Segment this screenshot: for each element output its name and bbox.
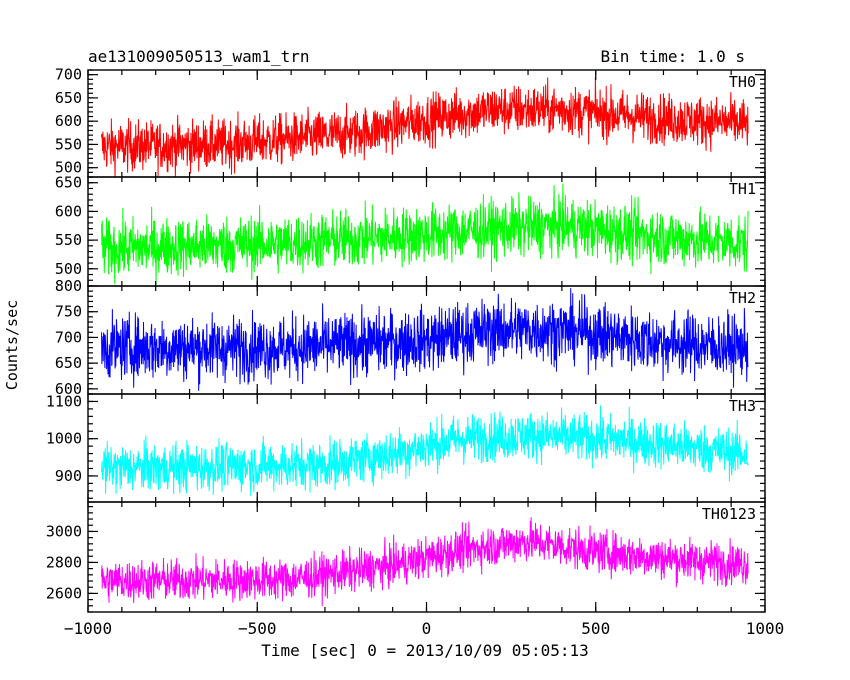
panel-label: TH0123 <box>702 505 756 523</box>
panel-th3: 900 1000 1100 TH3 <box>46 392 766 503</box>
panel-label: TH3 <box>729 397 756 415</box>
y-tick-label: 800 <box>55 277 82 295</box>
series-line-th1 <box>101 183 749 286</box>
y-tick-label: 650 <box>55 354 82 372</box>
x-tick-label: 1000 <box>746 619 785 638</box>
y-tick-label: 3000 <box>46 522 82 540</box>
panels: 500 550 600 650 700 TH0 500 550 600 650 TH1 600 650 7… <box>46 66 766 613</box>
y-tick-label: 500 <box>55 159 82 177</box>
x-tick-label: −500 <box>238 619 277 638</box>
panel-th1: 500 550 600 650 TH1 <box>55 174 766 287</box>
series-line-th0123 <box>101 517 749 607</box>
y-tick-label: 550 <box>55 135 82 153</box>
y-axis-label: Counts/sec <box>3 300 21 390</box>
x-tick-label: −1000 <box>64 619 112 638</box>
panel-label: TH2 <box>729 289 756 307</box>
y-tick-label: 600 <box>55 202 82 220</box>
y-tick-label: 600 <box>55 380 82 398</box>
panel-label: TH1 <box>729 180 756 198</box>
series-line-th0 <box>101 76 749 177</box>
y-tick-label: 500 <box>55 260 82 278</box>
y-tick-label: 550 <box>55 231 82 249</box>
y-tick-label: 750 <box>55 303 82 321</box>
panel-th0123: 2600 2800 3000 TH0123 <box>46 501 766 613</box>
y-tick-label: 650 <box>55 89 82 107</box>
series-line-th2 <box>101 288 749 391</box>
x-tick-label: 0 <box>422 619 432 638</box>
x-tick-label: 500 <box>581 619 610 638</box>
panel-th2: 600 650 700 750 800 TH2 <box>55 277 766 398</box>
y-tick-label: 700 <box>55 328 82 346</box>
chart-title: ae131009050513_wam1_trn <box>88 47 310 66</box>
series-line-th3 <box>101 405 749 497</box>
y-tick-label: 700 <box>55 66 82 84</box>
y-tick-label: 2800 <box>46 553 82 571</box>
y-tick-label: 900 <box>55 467 82 485</box>
panel-th0: 500 550 600 650 700 TH0 <box>55 66 766 178</box>
panel-label: TH0 <box>729 73 756 91</box>
x-axis: −1000 −500 0 500 1000 <box>64 619 784 638</box>
y-tick-label: 600 <box>55 112 82 130</box>
y-tick-label: 1100 <box>46 392 82 410</box>
bin-time-label: Bin time: 1.0 s <box>601 47 746 66</box>
y-tick-label: 2600 <box>46 584 82 602</box>
x-axis-label: Time [sec] 0 = 2013/10/09 05:05:13 <box>261 641 589 660</box>
y-tick-label: 650 <box>55 174 82 192</box>
y-tick-label: 1000 <box>46 430 82 448</box>
